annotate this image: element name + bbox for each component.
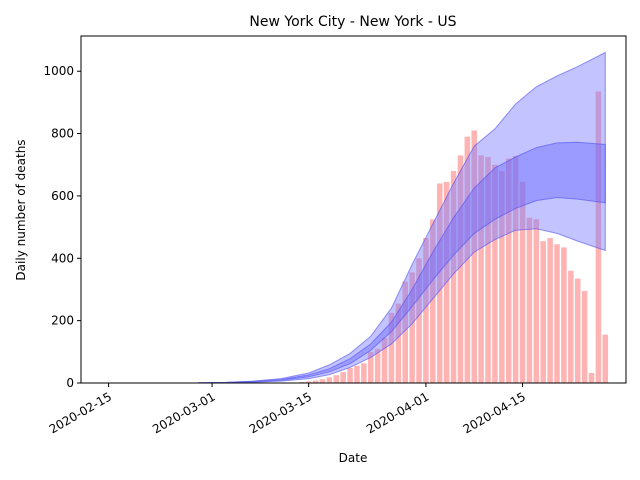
bar-2020-04-06 [457,155,464,383]
bar-2020-03-24 [367,351,374,383]
y-tick-label: 400 [51,251,74,265]
bar-2020-04-24 [581,291,588,383]
bar-2020-03-20 [340,372,346,383]
bar-2020-04-01 [423,238,429,383]
bar-2020-04-13 [505,158,512,383]
bar-2020-04-17 [533,219,540,383]
y-tick-label: 0 [66,376,74,390]
bar-2020-04-08 [471,130,477,383]
y-tick-label: 200 [51,314,74,328]
bar-2020-04-19 [547,238,553,383]
bar-2020-04-11 [492,164,498,383]
bar-2020-03-25 [374,348,381,383]
bar-2020-03-18 [326,377,333,383]
bar-2020-04-03 [436,183,443,383]
bar-2020-03-23 [361,363,367,383]
x-axis-title: Date [339,451,368,465]
plot-frame [80,35,627,384]
bar-2020-03-15 [305,381,312,383]
bar-2020-03-17 [319,379,326,383]
bar-2020-03-16 [312,380,319,383]
bar-2020-04-21 [561,247,567,383]
bar-2020-04-05 [450,170,457,383]
y-tick-label: 600 [51,189,74,203]
bar-2020-04-14 [512,156,519,383]
bar-2020-03-27 [388,312,395,383]
y-axis-title: Daily number of deaths [14,139,28,280]
bar-2020-04-27 [602,334,609,383]
bar-2020-04-10 [485,156,491,383]
bands-layer [197,51,606,383]
bar-2020-04-20 [554,244,560,383]
bar-2020-04-15 [519,181,526,383]
y-axis: 0 200 400 600 800 1000 [43,64,81,390]
bar-2020-03-19 [333,375,340,383]
bar-2020-04-16 [526,217,533,383]
bar-2020-03-28 [395,303,402,383]
bar-2020-03-22 [354,365,360,383]
bar-2020-04-18 [540,241,546,383]
y-tick-label: 1000 [43,64,74,78]
bar-2020-03-31 [416,258,422,383]
chart-title: New York City - New York - US [249,14,456,30]
bar-2020-04-09 [478,155,484,383]
bar-2020-04-12 [499,170,505,383]
bar-2020-04-22 [568,270,574,383]
bar-2020-03-26 [381,337,388,383]
bar-2020-03-21 [347,368,353,383]
confidence-band-inner [197,141,606,383]
bar-2020-04-02 [430,219,436,383]
bar-2020-03-29 [402,281,408,383]
bar-2020-04-25 [588,373,595,383]
bar-2020-04-26 [595,91,602,383]
bar-2020-03-30 [409,272,415,383]
confidence-band-outer [197,51,606,383]
y-tick-label: 800 [51,127,74,141]
bar-2020-04-23 [574,278,581,383]
